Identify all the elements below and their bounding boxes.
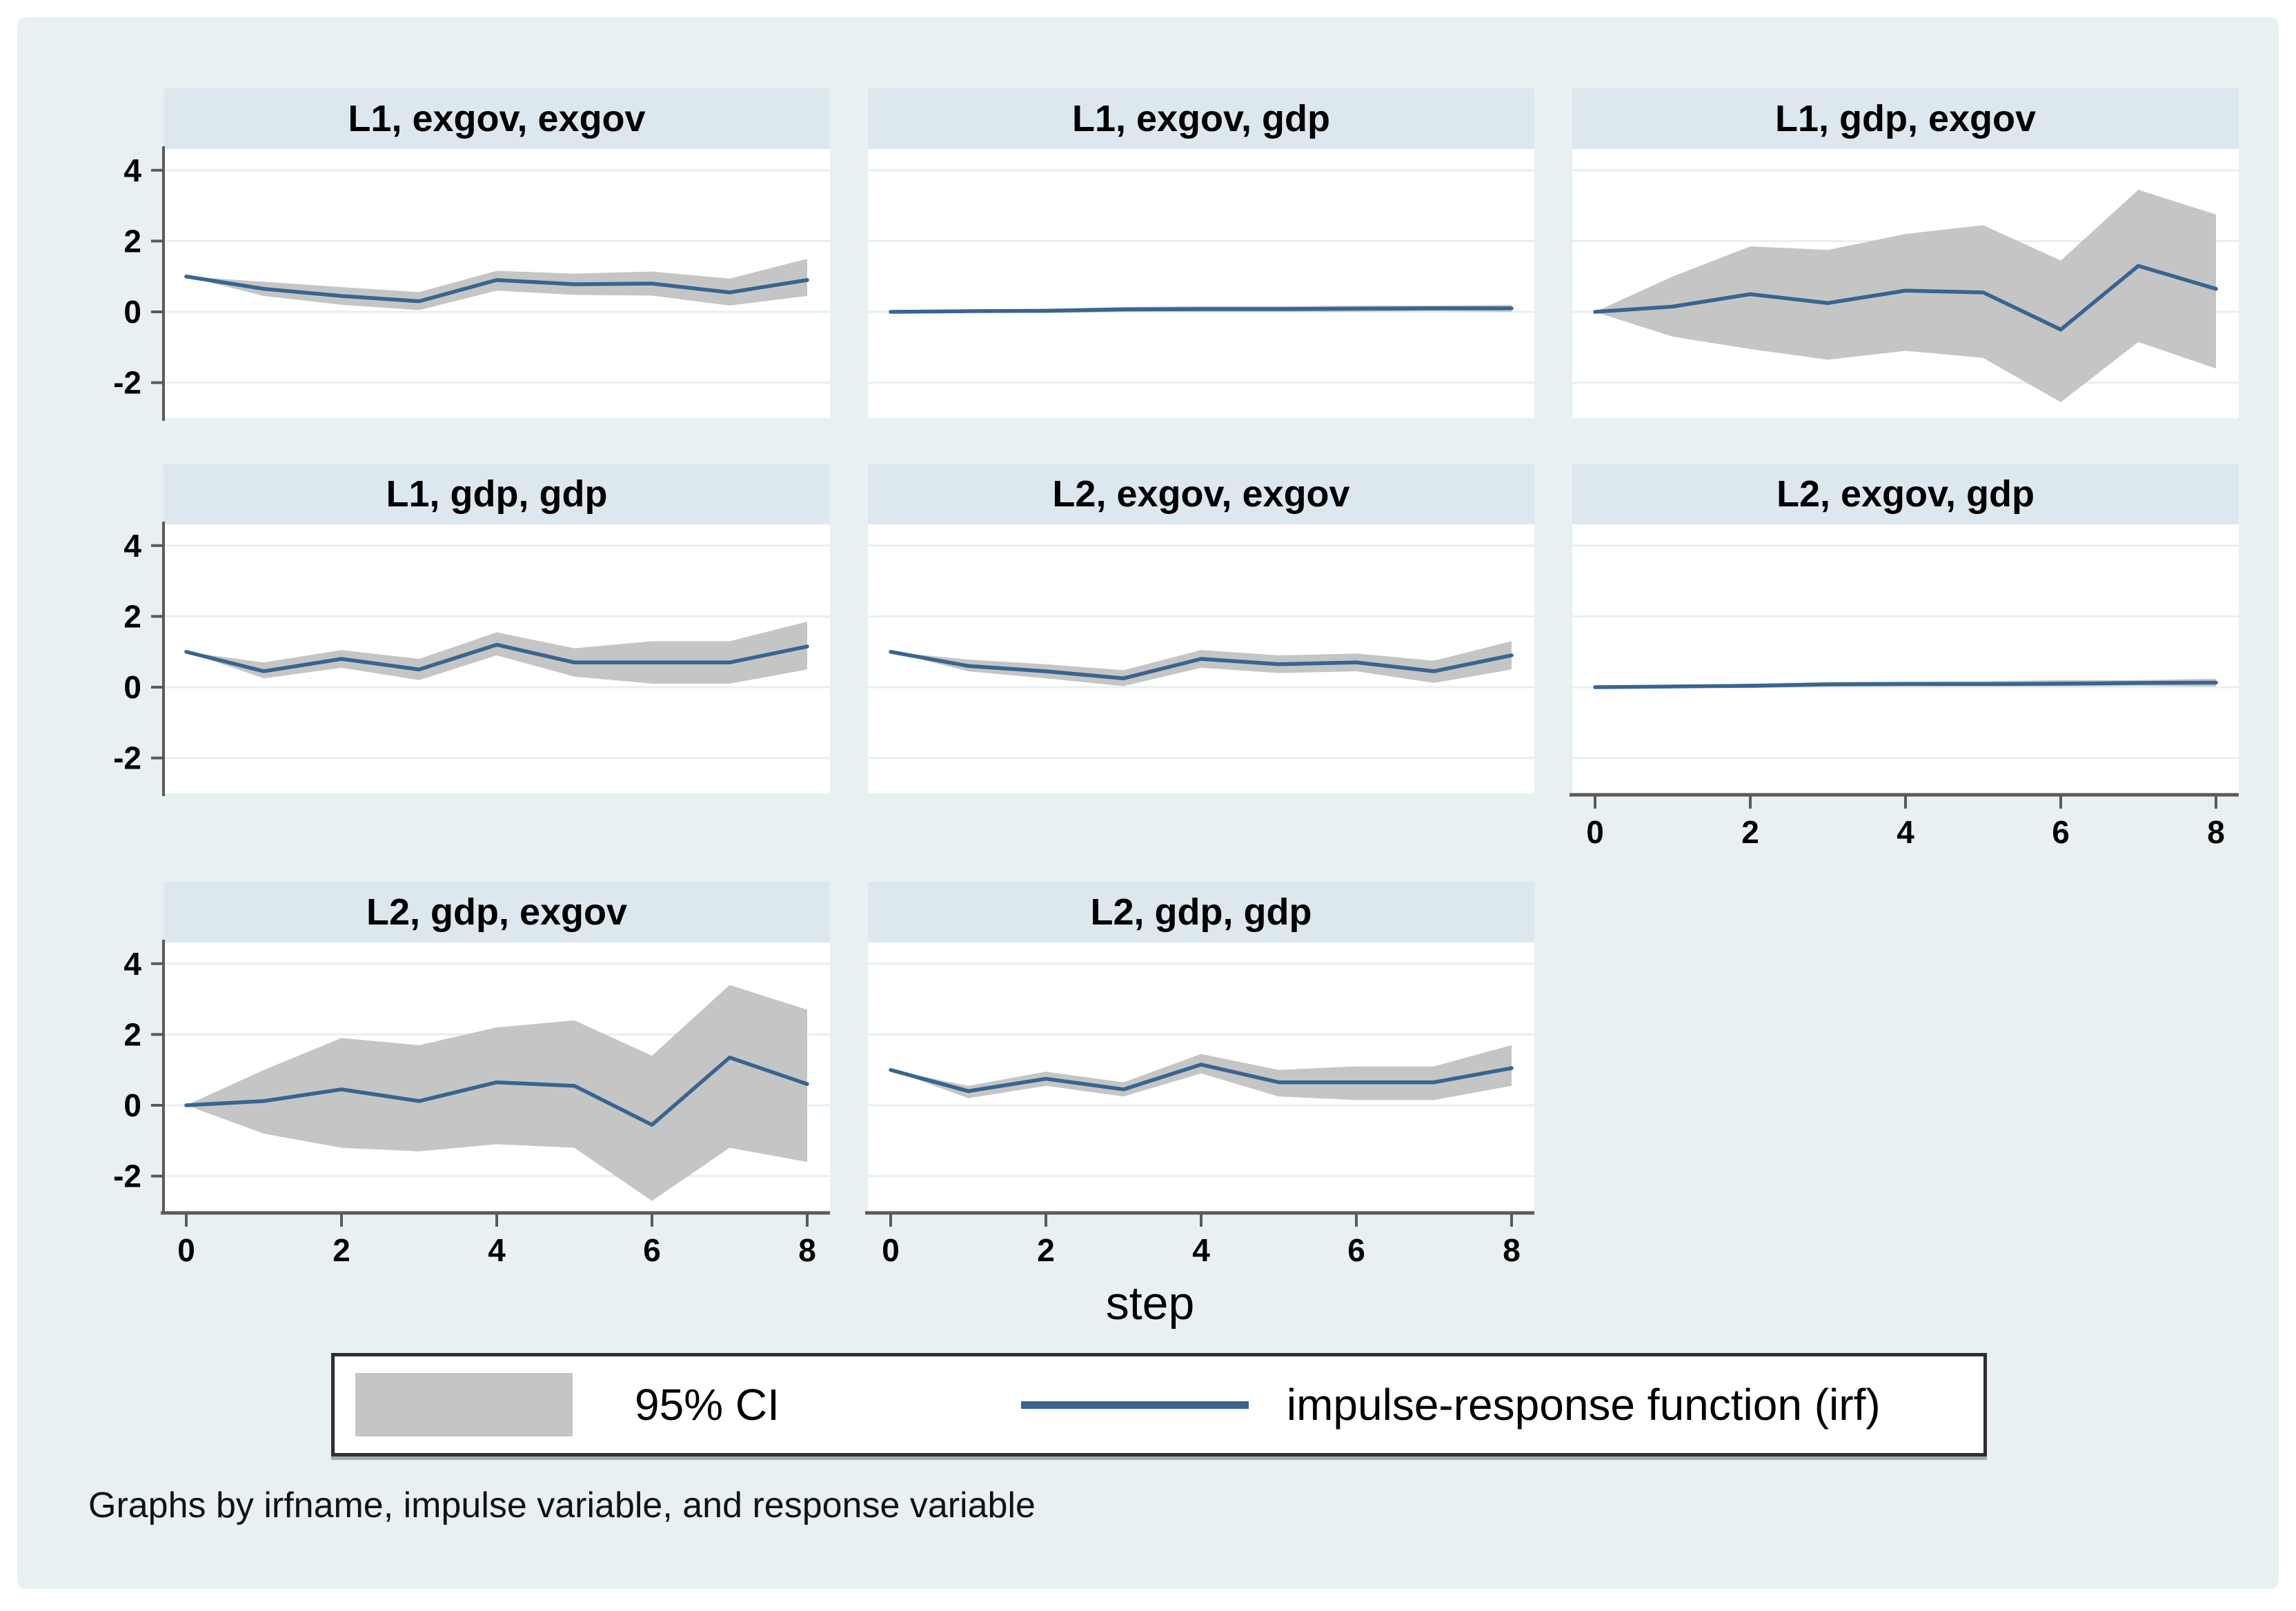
- ci-band: [186, 622, 807, 684]
- ci-band: [1595, 190, 2216, 402]
- irf-panel: L2, exgov, exgov: [868, 464, 1534, 793]
- irf-panel: L1, exgov, exgov -2 0 2 4: [113, 88, 830, 421]
- panel-title: L1, exgov, gdp: [868, 88, 1534, 149]
- irf-panel: L1, exgov, gdp: [868, 88, 1534, 418]
- panel-title: L1, exgov, exgov: [164, 88, 830, 149]
- y-tick-label: -2: [113, 365, 141, 401]
- irf-panel: L2, exgov, gdp 0 2 4 6 8: [1570, 464, 2239, 850]
- irf-line: [889, 1063, 1514, 1094]
- irf-line: [1593, 680, 2218, 689]
- ci-legend-label: 95% CI: [635, 1380, 780, 1430]
- irf-panel: L2, gdp, exgov -2 0 2 4 0 2 4 6 8: [113, 882, 830, 1268]
- ci-band: [891, 641, 1512, 686]
- x-tick-label: 2: [333, 1232, 350, 1268]
- irf-line: [184, 642, 809, 673]
- y-tick-label: -2: [113, 1158, 141, 1194]
- x-tick-label: 2: [1037, 1232, 1055, 1268]
- y-tick-label: 0: [123, 669, 141, 705]
- y-tick-label: 2: [123, 223, 141, 259]
- irf-plot: -2 0 2 4: [113, 146, 830, 421]
- y-tick-label: 2: [123, 598, 141, 634]
- x-tick-label: 6: [1347, 1232, 1365, 1268]
- irf-line: [889, 649, 1514, 680]
- irf-plot: 0 2 4 6 8: [1570, 524, 2239, 850]
- irf-panel: L1, gdp, gdp -2 0 2 4: [113, 464, 830, 796]
- y-tick-label: 2: [123, 1016, 141, 1052]
- y-tick-label: 0: [123, 1087, 141, 1123]
- legend: 95% CI impulse-response function (irf): [331, 1353, 1987, 1456]
- x-tick-label: 4: [488, 1232, 506, 1268]
- irf-line: [184, 274, 809, 304]
- irf-plot: [1572, 149, 2239, 418]
- irf-panel: L2, gdp, gdp 0 2 4 6 8: [865, 882, 1534, 1268]
- irf-plot: -2 0 2 4: [113, 522, 830, 796]
- y-tick-label: 4: [123, 528, 141, 564]
- panel-title: L2, gdp, exgov: [164, 882, 830, 942]
- x-tick-label: 8: [1503, 1232, 1521, 1268]
- x-tick-label: 6: [2052, 814, 2070, 850]
- y-tick-label: 0: [123, 294, 141, 330]
- irf-line: [184, 1056, 809, 1127]
- x-tick-label: 0: [1586, 814, 1604, 850]
- panel-title: L2, exgov, exgov: [868, 464, 1534, 524]
- x-tick-label: 8: [798, 1232, 816, 1268]
- ci-band-swatch: [355, 1373, 573, 1436]
- irf-legend-label: impulse-response function (irf): [1286, 1380, 1881, 1430]
- irf-line-swatch: [1020, 1401, 1249, 1409]
- y-tick-label: -2: [113, 740, 141, 776]
- x-tick-label: 2: [1741, 814, 1759, 850]
- irf-plot: [868, 524, 1534, 793]
- panel-title: L2, gdp, gdp: [868, 882, 1534, 942]
- irf-plot: -2 0 2 4 0 2 4 6 8: [113, 940, 830, 1268]
- x-tick-label: 6: [643, 1232, 661, 1268]
- x-tick-label: 4: [1192, 1232, 1210, 1268]
- panel-title: L1, gdp, exgov: [1572, 88, 2239, 149]
- irf-line: [1593, 264, 2218, 332]
- irf-panel: L1, gdp, exgov: [1572, 88, 2239, 418]
- x-tick-label: 4: [1897, 814, 1914, 850]
- x-axis-label: step: [1105, 1277, 1195, 1330]
- panel-title: L2, exgov, gdp: [1572, 464, 2239, 524]
- x-tick-label: 8: [2207, 814, 2225, 850]
- ci-band: [891, 1045, 1512, 1100]
- x-tick-label: 0: [177, 1232, 195, 1268]
- panel-title: L1, gdp, gdp: [164, 464, 830, 524]
- irf-line: [889, 306, 1514, 314]
- y-tick-label: 4: [123, 946, 141, 982]
- irf-plot: 0 2 4 6 8: [865, 942, 1534, 1268]
- irf-plot: [868, 149, 1534, 418]
- ci-band: [186, 259, 807, 310]
- ci-band: [186, 985, 807, 1201]
- x-tick-label: 0: [882, 1232, 900, 1268]
- figure-caption: Graphs by irfname, impulse variable, and…: [88, 1485, 1036, 1525]
- y-tick-label: 4: [123, 152, 141, 188]
